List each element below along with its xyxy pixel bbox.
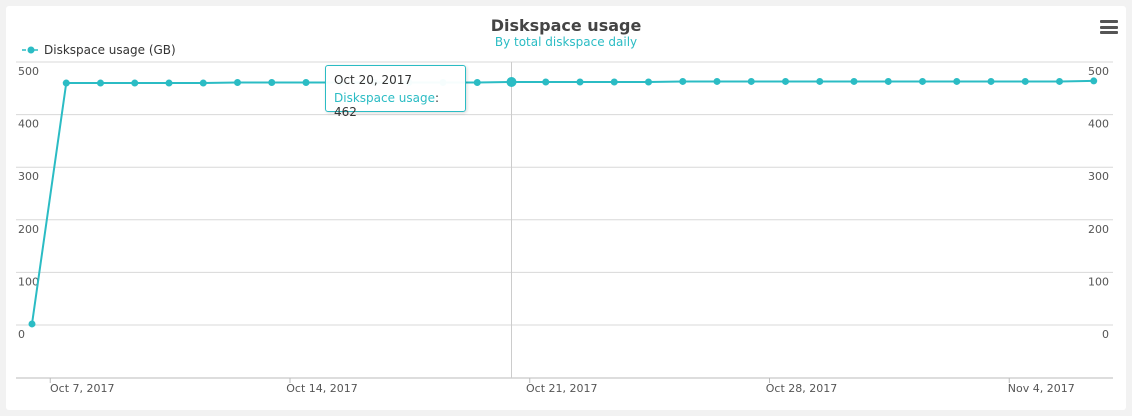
- data-point: [97, 79, 104, 87]
- x-tick-label: Oct 14, 2017: [286, 382, 358, 395]
- y-tick-label-right: 300: [1088, 170, 1109, 183]
- data-point: [919, 77, 926, 85]
- data-point: [131, 79, 139, 87]
- tooltip-separator: :: [435, 91, 440, 105]
- data-point: [987, 77, 995, 85]
- data-point: [610, 78, 618, 86]
- data-point: [713, 77, 721, 85]
- chart-subtitle: By total diskspace daily: [494, 35, 638, 49]
- chart-container: Diskspace usage By total diskspace daily…: [6, 6, 1126, 410]
- y-tick-label-right: 0: [1102, 328, 1109, 341]
- data-point: [1090, 77, 1098, 85]
- data-point: [165, 79, 173, 87]
- data-point: [645, 78, 652, 86]
- data-point: [473, 79, 481, 87]
- data-point: [506, 76, 517, 87]
- hamburger-menu-icon[interactable]: [1100, 20, 1118, 36]
- data-point: [1056, 77, 1063, 85]
- legend-label: Diskspace usage (GB): [44, 43, 176, 57]
- x-tick-label: Oct 28, 2017: [766, 382, 838, 395]
- legend-item[interactable]: Diskspace usage (GB): [22, 43, 176, 57]
- y-tick-label-right: 400: [1088, 118, 1109, 131]
- y-tick-label-left: 400: [18, 118, 39, 131]
- data-point: [747, 77, 755, 85]
- chart-title: Diskspace usage: [490, 16, 642, 35]
- tooltip: Oct 20, 2017 Diskspace usage: 462: [325, 65, 466, 119]
- data-point: [268, 79, 276, 87]
- legend-line-icon: [22, 46, 40, 54]
- data-point: [28, 320, 36, 328]
- series-line: [31, 79, 1094, 325]
- data-point: [199, 79, 207, 87]
- y-tick-label-left: 0: [18, 328, 25, 341]
- tooltip-series-label: Diskspace usage: [334, 91, 436, 105]
- x-tick-label: Oct 7, 2017: [50, 382, 115, 395]
- x-tick-label: Nov 4, 2017: [1008, 382, 1075, 395]
- data-point: [679, 77, 687, 85]
- tooltip-date: Oct 20, 2017: [334, 73, 412, 87]
- data-point: [782, 77, 789, 85]
- y-tick-label-right: 500: [1088, 65, 1109, 78]
- y-tick-label-left: 200: [18, 223, 39, 236]
- y-tick-label-left: 300: [18, 170, 39, 183]
- y-tick-label-right: 200: [1088, 223, 1109, 236]
- y-tick-label-left: 100: [18, 275, 39, 288]
- data-point: [1021, 77, 1029, 85]
- data-point: [850, 77, 858, 85]
- data-point: [542, 78, 550, 86]
- y-tick-label-right: 100: [1088, 275, 1109, 288]
- data-point: [953, 77, 961, 85]
- data-point: [884, 77, 892, 85]
- data-point: [302, 79, 310, 87]
- data-point: [576, 78, 584, 86]
- x-tick-label: Oct 21, 2017: [526, 382, 598, 395]
- data-point: [62, 79, 70, 87]
- tooltip-value: 462: [334, 105, 357, 119]
- data-point: [816, 77, 824, 85]
- y-tick-label-left: 500: [18, 65, 39, 78]
- plot-area: 0 0 100 100 200 200 300 300 400 400 500 500 Oct 7, 2…: [16, 61, 1113, 395]
- data-point: [234, 79, 241, 87]
